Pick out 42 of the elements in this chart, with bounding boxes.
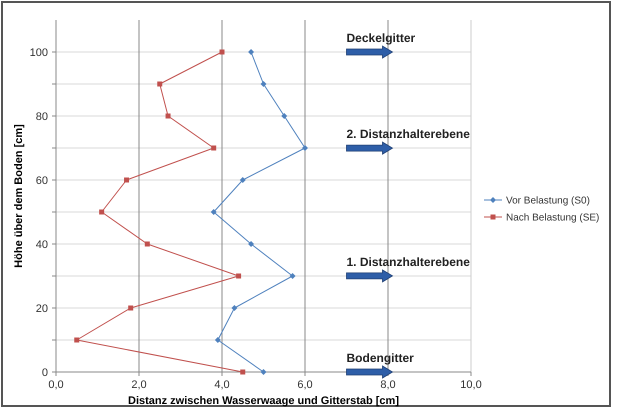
legend-label: Nach Belastung (SE) [506, 212, 600, 224]
y-tick-label: 40 [36, 238, 48, 251]
point [302, 145, 308, 151]
x-tick-label: 10,0 [460, 379, 482, 391]
point [248, 241, 254, 247]
point [220, 50, 224, 54]
point [166, 114, 171, 118]
x-tick-label: 6,0 [297, 379, 313, 391]
annotation: 1. Distanzhalterebene [346, 254, 470, 269]
x-tick-label: 0,0 [48, 379, 64, 391]
annotation: 2. Distanzhalterebene [346, 127, 470, 142]
x-tick-label: 8,0 [380, 379, 396, 391]
x-axis-title: Distanz zwischen Wasserwaage und Gitterstab [cm] [128, 395, 400, 407]
y-tick-label: 20 [36, 302, 48, 315]
annotation: Bodengitter [346, 351, 414, 365]
point [290, 273, 296, 279]
point [128, 306, 134, 310]
point [248, 49, 254, 55]
annotation: Deckelgitter [346, 31, 416, 46]
point [231, 305, 238, 311]
point [99, 210, 104, 214]
point [236, 274, 242, 278]
x-tick-label: 2,0 [131, 379, 147, 391]
point [211, 146, 216, 150]
point [281, 113, 288, 119]
point [214, 337, 221, 343]
point [144, 242, 150, 246]
point [260, 81, 266, 87]
legend-label: Vor Belastung (S0) [506, 196, 590, 206]
point [240, 370, 246, 374]
point [157, 82, 162, 86]
y-tick-label: 100 [30, 46, 48, 59]
point [210, 209, 217, 215]
y-tick-label: 60 [36, 174, 48, 187]
y-tick-label: 80 [36, 110, 48, 123]
point [260, 369, 266, 375]
point [124, 178, 130, 182]
y-tick-label: 0 [42, 366, 48, 379]
point [240, 177, 246, 183]
point [74, 338, 80, 342]
x-tick-label: 4,0 [214, 379, 230, 391]
y-axis-title: Höhe über dem Boden [cm] [13, 124, 25, 268]
